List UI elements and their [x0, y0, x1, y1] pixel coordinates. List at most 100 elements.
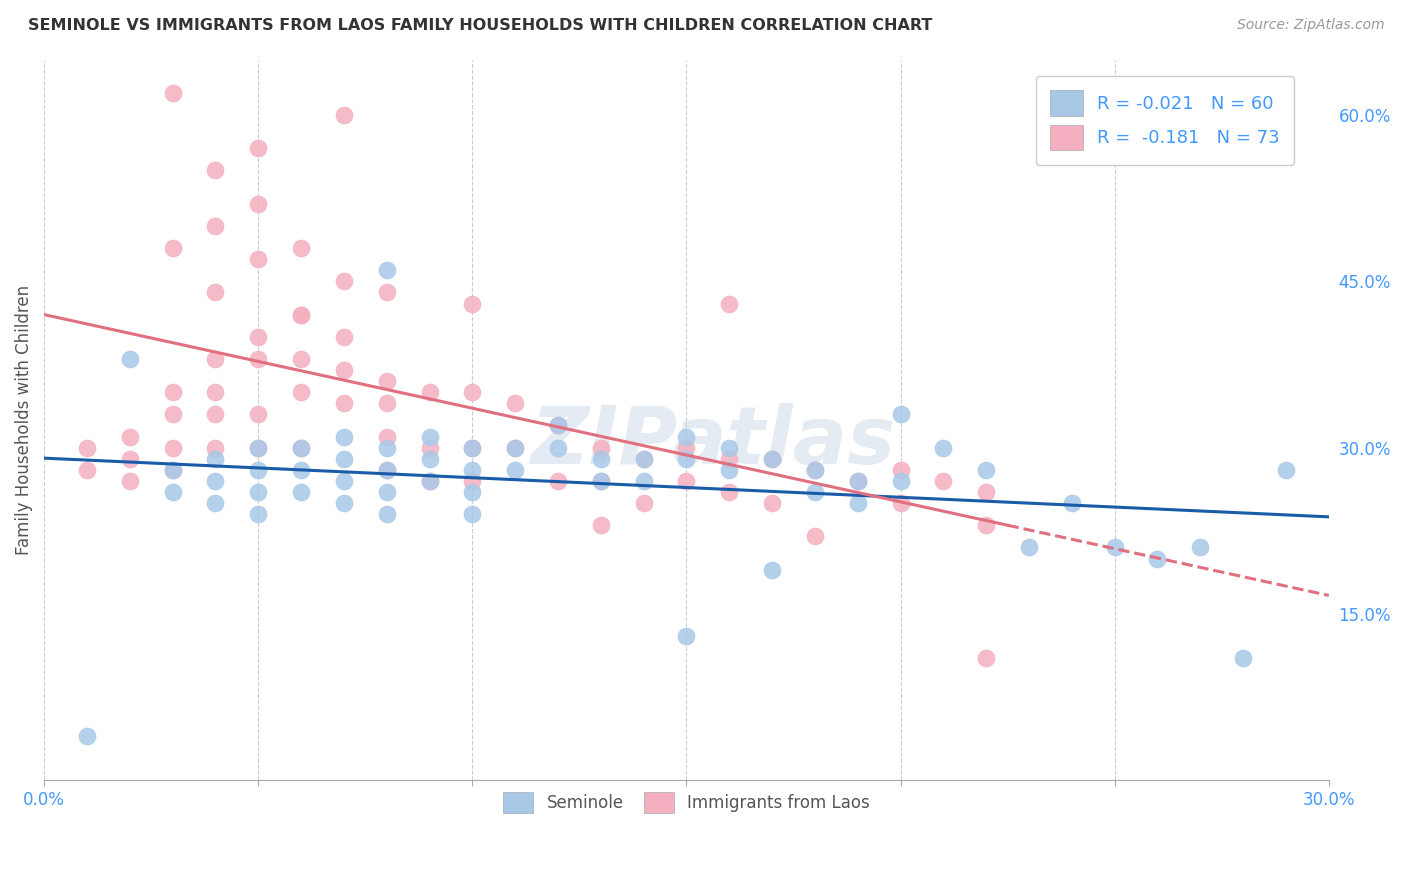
Point [461, 485, 484, 500]
Point [846, 474, 869, 488]
Point [589, 474, 612, 488]
Y-axis label: Family Households with Children: Family Households with Children [15, 285, 32, 555]
Point [333, 396, 356, 410]
Point [461, 474, 484, 488]
Point [76, 441, 98, 455]
Point [761, 451, 783, 466]
Point [761, 563, 783, 577]
Point [247, 463, 270, 477]
Point [675, 474, 697, 488]
Point [76, 729, 98, 743]
Point [333, 496, 356, 510]
Point [974, 518, 997, 533]
Point [290, 485, 312, 500]
Point [247, 408, 270, 422]
Point [418, 429, 440, 443]
Point [1275, 463, 1298, 477]
Point [461, 441, 484, 455]
Point [290, 308, 312, 322]
Point [761, 496, 783, 510]
Point [247, 196, 270, 211]
Point [1104, 541, 1126, 555]
Point [162, 86, 184, 100]
Point [290, 463, 312, 477]
Point [804, 529, 827, 543]
Point [890, 474, 912, 488]
Point [932, 474, 955, 488]
Point [290, 308, 312, 322]
Point [890, 496, 912, 510]
Point [461, 296, 484, 310]
Point [547, 474, 569, 488]
Point [375, 374, 398, 388]
Point [247, 507, 270, 521]
Point [204, 441, 226, 455]
Point [162, 485, 184, 500]
Point [204, 408, 226, 422]
Point [118, 451, 141, 466]
Point [290, 441, 312, 455]
Point [718, 485, 741, 500]
Point [418, 474, 440, 488]
Point [162, 441, 184, 455]
Point [247, 330, 270, 344]
Point [204, 385, 226, 400]
Point [162, 408, 184, 422]
Point [76, 463, 98, 477]
Point [503, 463, 526, 477]
Point [375, 285, 398, 300]
Point [846, 496, 869, 510]
Point [162, 463, 184, 477]
Point [589, 518, 612, 533]
Point [503, 396, 526, 410]
Point [204, 474, 226, 488]
Point [589, 474, 612, 488]
Point [974, 485, 997, 500]
Point [461, 385, 484, 400]
Point [547, 441, 569, 455]
Point [247, 441, 270, 455]
Point [247, 485, 270, 500]
Point [589, 441, 612, 455]
Text: SEMINOLE VS IMMIGRANTS FROM LAOS FAMILY HOUSEHOLDS WITH CHILDREN CORRELATION CHA: SEMINOLE VS IMMIGRANTS FROM LAOS FAMILY … [28, 18, 932, 33]
Point [804, 463, 827, 477]
Point [461, 441, 484, 455]
Point [418, 385, 440, 400]
Point [1060, 496, 1083, 510]
Point [718, 296, 741, 310]
Point [633, 451, 655, 466]
Point [333, 274, 356, 288]
Point [290, 385, 312, 400]
Point [718, 451, 741, 466]
Point [932, 441, 955, 455]
Point [375, 507, 398, 521]
Point [804, 485, 827, 500]
Point [547, 418, 569, 433]
Point [333, 429, 356, 443]
Point [675, 441, 697, 455]
Point [247, 351, 270, 366]
Point [633, 451, 655, 466]
Point [804, 463, 827, 477]
Point [974, 651, 997, 665]
Point [162, 241, 184, 255]
Point [761, 451, 783, 466]
Point [1018, 541, 1040, 555]
Point [333, 451, 356, 466]
Point [418, 451, 440, 466]
Point [503, 441, 526, 455]
Point [333, 474, 356, 488]
Point [204, 285, 226, 300]
Point [290, 351, 312, 366]
Legend: Seminole, Immigrants from Laos: Seminole, Immigrants from Laos [489, 779, 883, 826]
Point [162, 463, 184, 477]
Text: ZIPatlas: ZIPatlas [530, 402, 894, 481]
Point [247, 141, 270, 155]
Point [375, 485, 398, 500]
Point [418, 474, 440, 488]
Point [118, 351, 141, 366]
Point [547, 418, 569, 433]
Point [375, 463, 398, 477]
Point [890, 463, 912, 477]
Point [589, 451, 612, 466]
